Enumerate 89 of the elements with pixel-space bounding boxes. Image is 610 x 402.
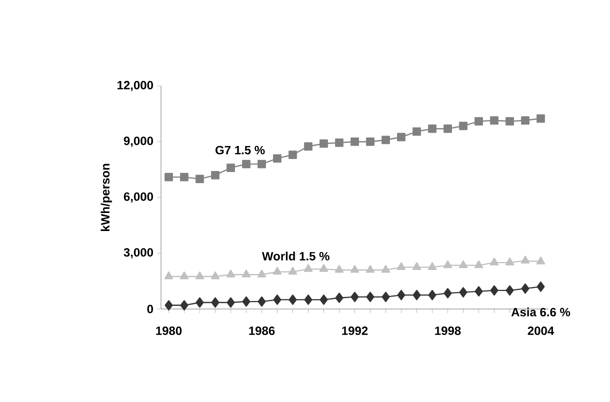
point xyxy=(320,139,328,148)
point xyxy=(258,296,266,307)
point xyxy=(412,290,421,300)
point xyxy=(257,270,266,278)
point xyxy=(335,292,344,304)
series-label: G7 1.5 % xyxy=(216,146,265,154)
point xyxy=(520,256,530,264)
point xyxy=(444,288,452,298)
point xyxy=(350,292,359,302)
point xyxy=(382,292,390,302)
point xyxy=(180,271,189,280)
point xyxy=(272,266,282,275)
point xyxy=(350,264,360,273)
point xyxy=(490,258,499,266)
x-tick-label: 2004 xyxy=(528,326,554,336)
point xyxy=(226,270,236,278)
point xyxy=(397,290,406,300)
point xyxy=(164,172,173,182)
point xyxy=(210,271,220,280)
point xyxy=(242,270,251,278)
x-tick-label: 1998 xyxy=(435,326,461,336)
point xyxy=(258,160,266,168)
point xyxy=(521,283,530,294)
point xyxy=(412,127,421,136)
point xyxy=(506,117,514,126)
point xyxy=(242,296,250,307)
point xyxy=(164,300,173,310)
point xyxy=(444,124,452,133)
point xyxy=(366,138,374,146)
point xyxy=(536,114,545,123)
point xyxy=(490,285,498,296)
point xyxy=(474,117,483,126)
point xyxy=(335,138,344,147)
point xyxy=(505,258,514,266)
y-axis-title: kWh/person xyxy=(100,164,112,231)
point xyxy=(428,262,437,270)
point xyxy=(211,171,220,180)
y-tick-label: 9,000 xyxy=(124,136,153,147)
series-label: Asia 6.6 % xyxy=(511,308,570,316)
point xyxy=(304,142,312,151)
point xyxy=(521,116,530,125)
point xyxy=(320,294,328,305)
x-tick-label: 1992 xyxy=(342,326,368,336)
point xyxy=(288,150,297,159)
series-label: World 1.5 % xyxy=(262,252,330,260)
point xyxy=(536,282,545,292)
point xyxy=(273,154,282,163)
point xyxy=(288,294,297,305)
point xyxy=(226,164,235,172)
x-tick-label: 1986 xyxy=(249,326,275,336)
point xyxy=(381,264,390,273)
point xyxy=(396,262,406,270)
point xyxy=(490,116,498,125)
point xyxy=(397,132,406,142)
point xyxy=(474,260,484,268)
point xyxy=(428,124,436,133)
point xyxy=(366,292,374,302)
point xyxy=(536,256,546,264)
y-tick-label: 6,000 xyxy=(124,192,153,203)
point xyxy=(242,160,250,168)
y-tick-label: 12,000 xyxy=(118,80,153,92)
point xyxy=(196,297,204,308)
point xyxy=(506,285,514,296)
y-tick-label: 0 xyxy=(147,304,153,314)
point xyxy=(226,297,235,308)
point xyxy=(366,264,375,273)
point xyxy=(164,271,174,280)
point xyxy=(180,172,188,182)
point xyxy=(382,136,390,144)
point xyxy=(334,264,344,273)
point xyxy=(304,294,312,305)
point xyxy=(428,290,436,300)
point xyxy=(304,264,313,272)
point xyxy=(350,138,359,146)
point xyxy=(288,266,298,275)
point xyxy=(459,287,468,298)
point xyxy=(412,262,422,270)
point xyxy=(195,271,204,280)
point xyxy=(196,174,204,184)
y-tick-label: 3,000 xyxy=(124,248,153,258)
point xyxy=(443,260,452,268)
point xyxy=(319,264,328,272)
point xyxy=(180,300,188,310)
point xyxy=(474,286,483,297)
point xyxy=(459,122,468,130)
point xyxy=(211,297,220,308)
x-tick-label: 1980 xyxy=(156,326,182,336)
point xyxy=(273,294,282,305)
point xyxy=(458,260,468,268)
